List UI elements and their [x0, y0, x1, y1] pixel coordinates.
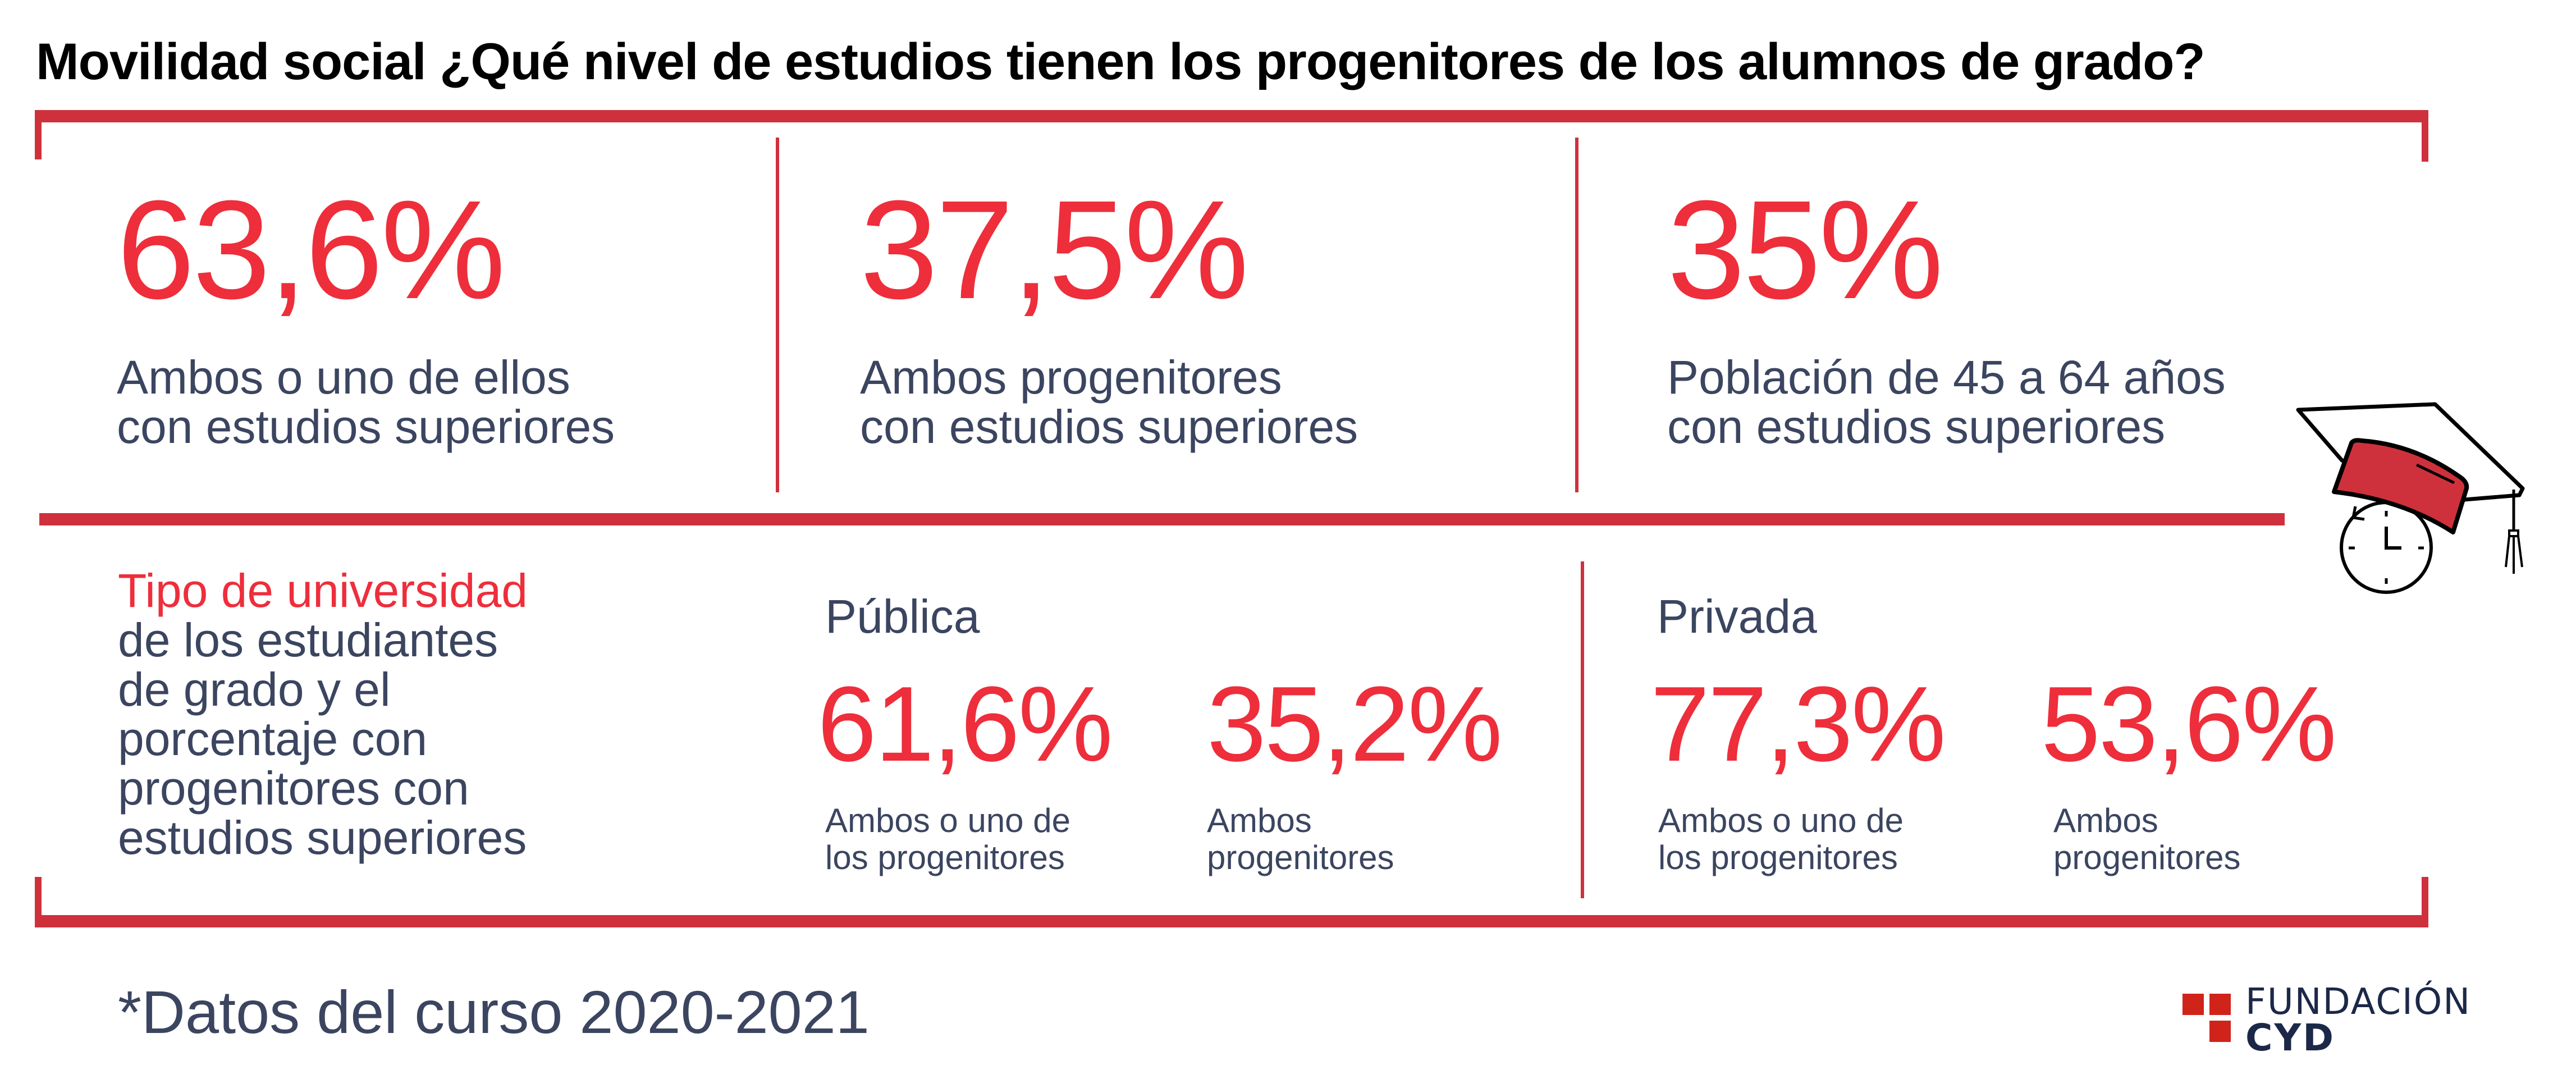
stat-desc-1: Ambos — [1207, 802, 1312, 839]
logo-text-cyd: CYD — [2245, 1016, 2336, 1059]
stat-desc-2: con estudios superiores — [1667, 400, 2166, 453]
public-stat-2: 35,2% Ambos progenitores — [1207, 665, 1503, 876]
stat-value: 77,3% — [1650, 665, 1946, 784]
university-type-line: progenitores con — [118, 762, 469, 815]
university-type-line: estudios superiores — [118, 811, 527, 864]
bracket-bottom-right — [2422, 877, 2428, 927]
graduation-cap-clock-icon — [2290, 393, 2560, 606]
university-type-line: porcentaje con — [118, 712, 428, 765]
stat-value: 35% — [1667, 171, 1943, 328]
stat-desc-1: Ambos o uno de — [1658, 802, 1904, 839]
stat-desc-2: con estudios superiores — [117, 400, 615, 453]
logo-square — [2209, 994, 2231, 1015]
stat-desc-1: Ambos o uno de — [825, 802, 1070, 839]
bracket-bottom-left — [35, 877, 42, 927]
stat-card-2: 37,5% Ambos progenitores con estudios su… — [860, 171, 1358, 453]
stat-card-3: 35% Población de 45 a 64 años con estudi… — [1667, 171, 2226, 453]
stat-value: 61,6% — [817, 665, 1113, 784]
footnote: *Datos del curso 2020-2021 — [118, 978, 870, 1046]
public-label: Pública — [825, 590, 980, 643]
stat-desc-1: Ambos o uno de ellos — [117, 351, 570, 404]
stat-desc-1: Ambos — [2053, 802, 2158, 839]
bracket-bottom-bar — [35, 915, 2428, 927]
stat-desc-2: progenitores — [2053, 839, 2241, 876]
private-stat-2: 53,6% Ambos progenitores — [2041, 665, 2337, 876]
private-stat-1: 77,3% Ambos o uno de los progenitores — [1650, 665, 1946, 876]
stat-value: 35,2% — [1207, 665, 1503, 784]
middle-separator — [39, 513, 2285, 525]
stat-value: 53,6% — [2041, 665, 2337, 784]
divider-1 — [776, 138, 779, 492]
logo-square — [2182, 994, 2204, 1015]
stat-card-1: 63,6% Ambos o uno de ellos con estudios … — [117, 171, 615, 453]
stat-desc-2: progenitores — [1207, 839, 1394, 876]
logo-square — [2209, 1021, 2231, 1042]
stat-desc-2: los progenitores — [1658, 839, 1898, 876]
logo-text-fundacion: FUNDACIÓN — [2245, 981, 2472, 1023]
private-label: Privada — [1657, 590, 1817, 643]
public-stat-1: 61,6% Ambos o uno de los progenitores — [817, 665, 1113, 876]
stat-value: 37,5% — [860, 171, 1249, 328]
stat-desc-1: Población de 45 a 64 años — [1667, 351, 2226, 404]
stat-value: 63,6% — [117, 171, 506, 328]
university-type-line: de los estudiantes — [118, 614, 498, 666]
bracket-top-right — [2422, 110, 2428, 162]
bracket-top-bar — [35, 110, 2428, 122]
fundacion-cyd-logo: FUNDACIÓN CYD — [2178, 977, 2492, 1061]
university-type-block: Tipo de universidad de los estudiantes d… — [118, 566, 528, 862]
stat-desc-2: los progenitores — [825, 839, 1065, 876]
divider-3 — [1581, 561, 1584, 898]
stat-desc-1: Ambos progenitores — [860, 351, 1282, 404]
university-type-heading: Tipo de universidad — [118, 564, 528, 617]
bracket-top-left — [35, 110, 42, 159]
stat-desc-2: con estudios superiores — [860, 400, 1358, 453]
university-type-line: de grado y el — [118, 663, 391, 716]
page-title: Movilidad social ¿Qué nivel de estudios … — [36, 33, 2206, 90]
divider-2 — [1575, 138, 1578, 492]
